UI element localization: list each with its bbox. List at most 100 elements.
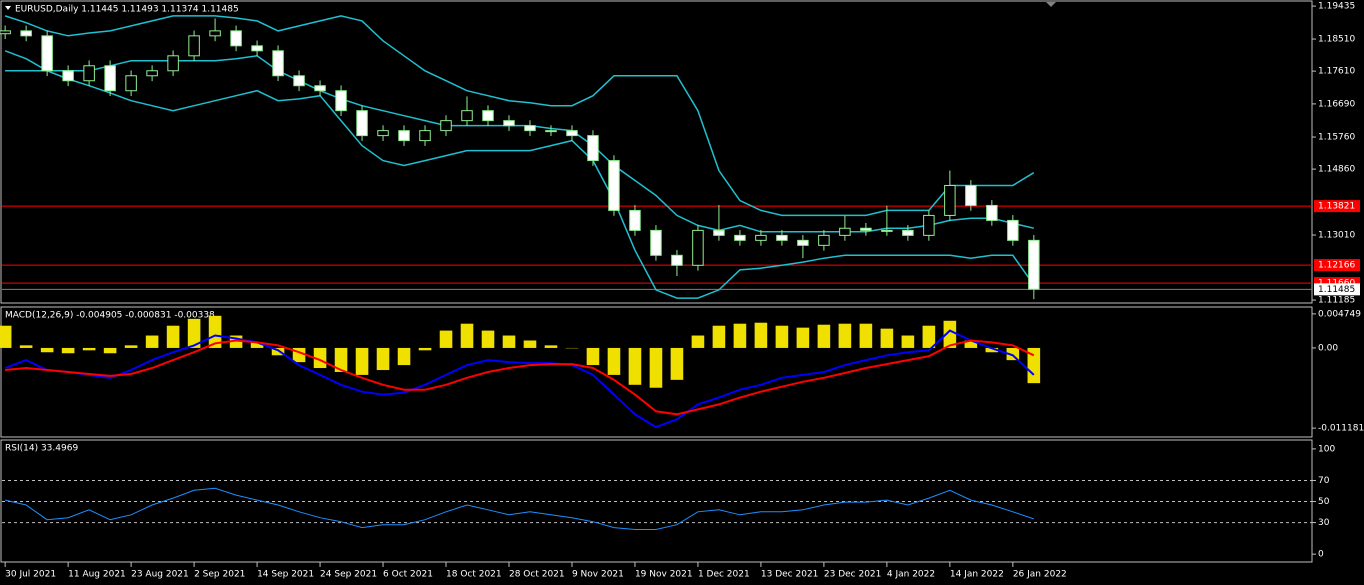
level-label: 1.13821: [1318, 202, 1355, 212]
candle-body: [671, 254, 683, 266]
candle-body: [902, 229, 914, 236]
histogram-bar: [334, 347, 348, 372]
histogram-bar: [124, 345, 138, 348]
histogram-bar: [712, 325, 726, 348]
candle-body: [293, 75, 305, 87]
line-series: [4, 50, 1034, 233]
y-tick-label: 0: [1318, 550, 1324, 560]
histogram-bar: [502, 335, 516, 348]
candle-body: [230, 30, 242, 47]
candle-body: [461, 110, 473, 122]
histogram-bar: [355, 347, 369, 375]
histogram-bar: [586, 347, 600, 366]
histogram-bar: [61, 347, 75, 354]
histogram-bar: [943, 320, 957, 348]
candle-body: [167, 55, 179, 72]
candle-body: [251, 45, 263, 52]
histogram-bar: [817, 324, 831, 348]
histogram-bar: [397, 347, 411, 366]
candle-body: [62, 70, 74, 82]
x-tick-label: 19 Nov 2021: [635, 570, 693, 580]
candle-body: [755, 234, 767, 241]
x-tick-label: 24 Sep 2021: [320, 570, 377, 580]
histogram-bar: [880, 328, 894, 348]
histogram-bar: [439, 330, 453, 348]
last-price-label: 1.11485: [1318, 285, 1355, 295]
candle-body: [797, 239, 809, 246]
y-tick-label: 0.004749: [1318, 309, 1361, 319]
y-tick-label: -0.011181: [1318, 424, 1364, 434]
candle-body: [545, 130, 557, 133]
y-tick-label: 1.11185: [1318, 296, 1355, 306]
line-series: [5, 339, 1035, 416]
x-tick-label: 4 Jan 2022: [887, 570, 935, 580]
x-tick-label: 6 Oct 2021: [383, 570, 433, 580]
histogram-bar: [19, 345, 33, 348]
y-tick-label: 100: [1318, 444, 1335, 454]
macd-panel: [0, 306, 1313, 438]
x-tick-label: 9 Nov 2021: [572, 570, 624, 580]
candle-body: [503, 120, 515, 127]
y-tick-label: 70: [1318, 476, 1330, 486]
histogram-bar: [859, 323, 873, 348]
x-tick-label: 13 Dec 2021: [761, 570, 819, 580]
x-tick-label: 14 Sep 2021: [257, 570, 314, 580]
x-tick-label: 11 Aug 2021: [68, 570, 126, 580]
histogram-bar: [649, 347, 663, 388]
histogram-bar: [82, 347, 96, 351]
candle-body: [923, 214, 935, 236]
level-label: 1.12166: [1318, 261, 1355, 271]
candle-body: [713, 229, 725, 236]
candle-body: [1028, 239, 1040, 290]
x-tick-label: 14 Jan 2022: [950, 570, 1004, 580]
price-panel: [0, 0, 1313, 304]
histogram-bar: [691, 335, 705, 348]
candle-body: [104, 65, 116, 92]
candle-body: [860, 227, 872, 231]
price-title: EURUSD,Daily 1.11445 1.11493 1.11374 1.1…: [15, 5, 239, 15]
candle-body: [629, 209, 641, 231]
histogram-bar: [922, 325, 936, 348]
line-series: [4, 329, 1035, 429]
candle-body: [608, 160, 620, 211]
histogram-bar: [271, 347, 285, 356]
histogram-bar: [166, 325, 180, 348]
y-tick-label: 1.14860: [1318, 165, 1355, 175]
candle-body: [692, 229, 704, 266]
histogram-bar: [40, 347, 54, 353]
histogram-bar: [775, 325, 789, 348]
candle-body: [650, 229, 662, 256]
x-tick-label: 28 Oct 2021: [509, 570, 565, 580]
candle-body: [1007, 219, 1019, 241]
candle-body: [335, 90, 347, 112]
y-tick-label: 0.00: [1318, 343, 1338, 353]
histogram-bar: [733, 323, 747, 348]
candle-body: [398, 130, 410, 142]
candle-body: [818, 234, 830, 246]
histogram-bar: [0, 325, 12, 348]
menu-arrow[interactable]: [5, 6, 11, 10]
line-series: [4, 487, 1034, 530]
y-tick-label: 50: [1318, 497, 1330, 507]
candle-body: [839, 227, 851, 236]
histogram-bar: [544, 345, 558, 348]
histogram-bar: [628, 347, 642, 385]
candle-body: [965, 184, 977, 206]
last-price-bg: [1314, 283, 1360, 296]
line-series: [4, 15, 1035, 217]
histogram-bar: [481, 330, 495, 348]
y-tick-label: 30: [1318, 518, 1330, 528]
histogram-bar: [460, 323, 474, 348]
histogram-bar: [1027, 347, 1041, 384]
candle-body: [482, 110, 494, 122]
rsi-panel: [0, 439, 1313, 563]
candle-body: [272, 50, 284, 77]
histogram-bar: [208, 315, 222, 348]
rsi-title: RSI(14) 33.4969: [5, 444, 78, 454]
x-tick-label: 2 Sep 2021: [194, 570, 245, 580]
candle-body: [125, 75, 137, 92]
histogram-bar: [607, 347, 621, 375]
histogram-bar: [901, 335, 915, 348]
candle-body: [188, 35, 200, 57]
histogram-bar: [250, 342, 264, 348]
